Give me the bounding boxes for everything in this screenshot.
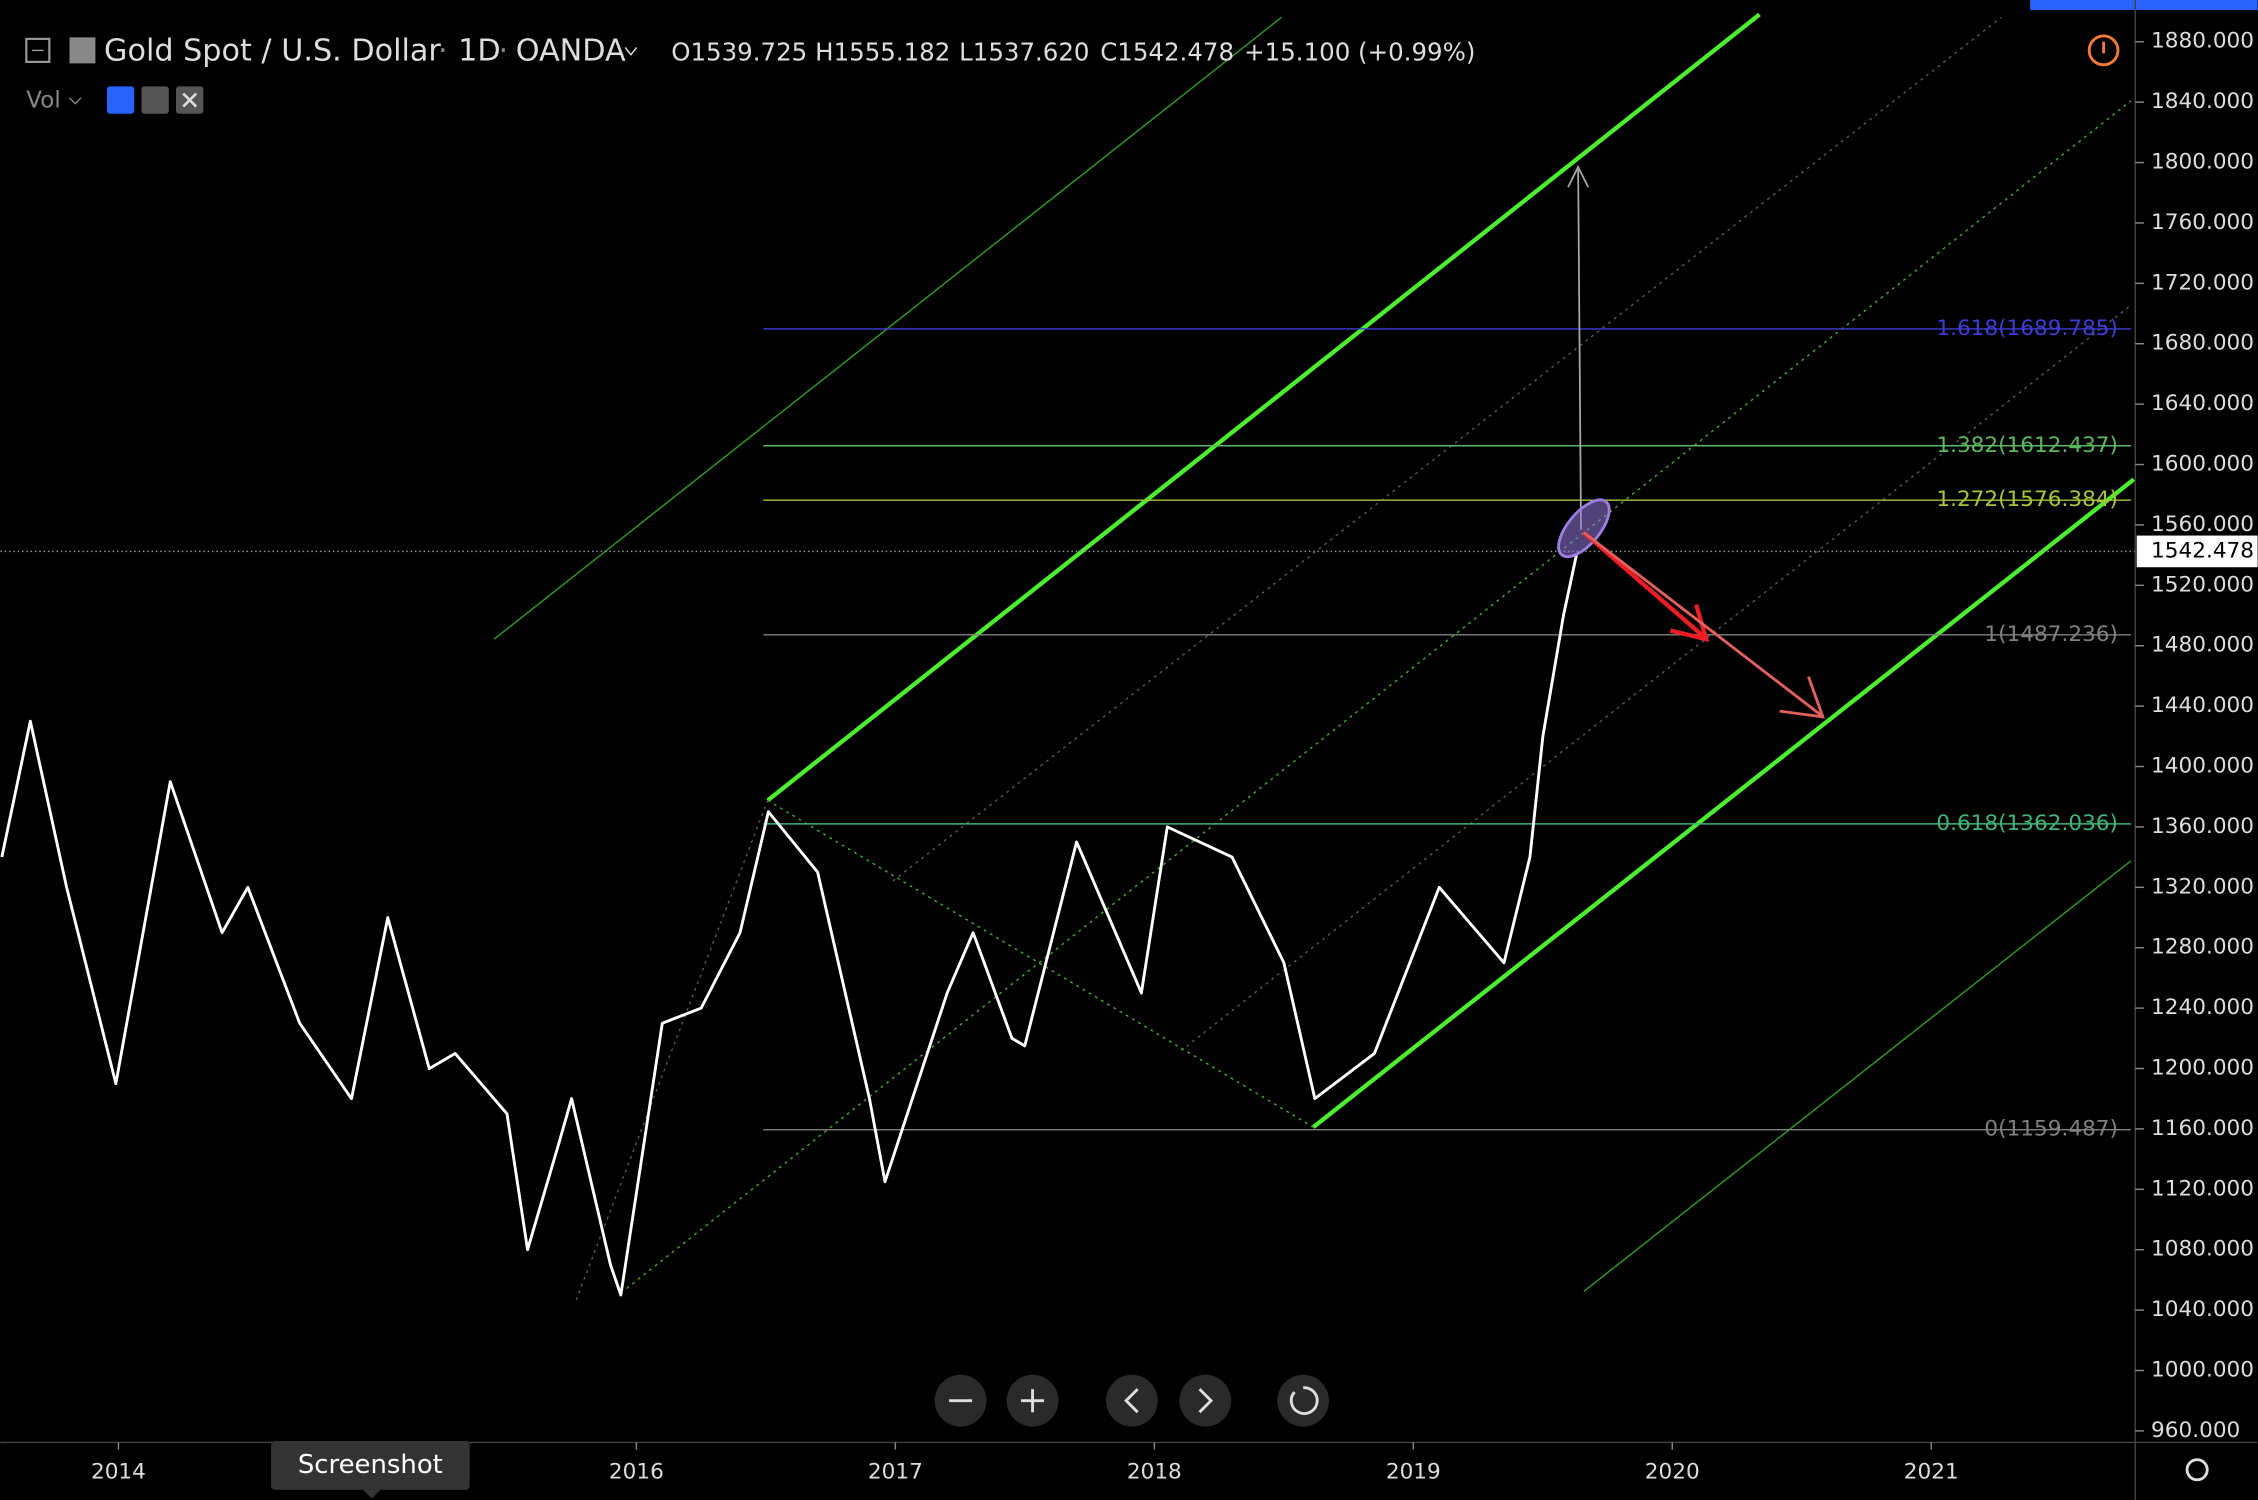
symbol-icon bbox=[69, 37, 96, 64]
red-arrow bbox=[1582, 530, 1705, 638]
y-tick-label: 1040.000 bbox=[2151, 1297, 2254, 1322]
pitchfork bbox=[493, 12, 2136, 1301]
fib-label: 0.618(1362.036) bbox=[1936, 811, 2118, 836]
y-tick-label: 1440.000 bbox=[2151, 693, 2254, 718]
pitchfork-handle bbox=[575, 800, 769, 1301]
scroll-left[interactable] bbox=[1105, 1374, 1158, 1427]
separator: · bbox=[498, 33, 508, 68]
highlight-ellipse bbox=[1557, 498, 1611, 559]
dropdown[interactable] bbox=[68, 97, 82, 105]
y-tick-label: 1120.000 bbox=[2151, 1176, 2254, 1201]
y-tick-label: 1680.000 bbox=[2151, 331, 2254, 356]
fib-label: 0(1159.487) bbox=[1984, 1117, 2118, 1142]
reset[interactable] bbox=[1277, 1374, 1330, 1427]
navigation bbox=[934, 1374, 2209, 1482]
arrow-head bbox=[1779, 676, 1826, 719]
high: H1555.182 bbox=[815, 37, 950, 66]
tooltip: Screenshot bbox=[298, 1450, 443, 1480]
scroll-left-icon bbox=[1124, 1388, 1139, 1414]
y-tick-label: 1160.000 bbox=[2151, 1116, 2254, 1141]
median-line bbox=[626, 100, 2132, 1289]
settings-gear[interactable] bbox=[2185, 1458, 2209, 1482]
y-tick-label: 1280.000 bbox=[2151, 935, 2254, 960]
legend: Gold Spot / U.S. Dollar · 1D · OANDA O15… bbox=[25, 33, 2120, 114]
channel-outer bbox=[493, 16, 1283, 640]
annotations bbox=[1557, 165, 1826, 719]
x-tick-label: 2016 bbox=[609, 1460, 664, 1485]
y-tick-label: 1400.000 bbox=[2151, 754, 2254, 779]
volume-label[interactable]: Vol bbox=[26, 87, 60, 113]
fib-label: 1(1487.236) bbox=[1984, 622, 2118, 647]
red-arrow bbox=[1583, 531, 1823, 717]
reset-icon bbox=[1289, 1386, 1319, 1416]
last-price-tag bbox=[2136, 535, 2258, 568]
top-bar bbox=[2030, 0, 2258, 11]
tooltip-pointer bbox=[363, 1489, 381, 1499]
dropdown[interactable] bbox=[624, 47, 638, 56]
y-tick-label: 960.000 bbox=[2151, 1418, 2240, 1443]
change: +15.100 (+0.99%) bbox=[1244, 37, 1475, 66]
target-arrow bbox=[1577, 169, 1582, 530]
arrow-head bbox=[1567, 165, 1589, 188]
separator: · bbox=[438, 33, 448, 68]
y-tick-label: 1640.000 bbox=[2151, 391, 2254, 416]
y-tick-label: 1800.000 bbox=[2151, 150, 2254, 175]
y-tick-label: 1600.000 bbox=[2151, 452, 2254, 477]
low: L1537.620 bbox=[959, 37, 1089, 66]
pitchfork-handle bbox=[767, 799, 1314, 1128]
y-tick-label: 1720.000 bbox=[2151, 270, 2254, 295]
y-tick-label: 1080.000 bbox=[2151, 1237, 2254, 1262]
close: C1542.478 bbox=[1100, 37, 1234, 66]
y-tick-label: 1560.000 bbox=[2151, 512, 2254, 537]
x-tick-label: 2021 bbox=[1904, 1460, 1959, 1485]
fib-label: 1.272(1576.384) bbox=[1936, 487, 2118, 512]
arrow-head bbox=[1669, 604, 1710, 643]
tooltip-box bbox=[271, 1440, 470, 1490]
channel-upper bbox=[766, 12, 1761, 803]
exchange: OANDA bbox=[516, 33, 626, 68]
y-tick-label: 1840.000 bbox=[2151, 89, 2254, 114]
price-line bbox=[0, 554, 1578, 1297]
y-tick-label: 1760.000 bbox=[2151, 210, 2254, 235]
y-tick-label: 1240.000 bbox=[2151, 995, 2254, 1020]
fib-label: 1.382(1612.437) bbox=[1936, 433, 2118, 458]
scroll-right-icon bbox=[1198, 1388, 1214, 1414]
channel-lower bbox=[1311, 477, 2136, 1129]
symbol: Gold Spot / U.S. Dollar bbox=[104, 33, 441, 68]
last-price-label: 1542.478 bbox=[2151, 538, 2254, 563]
channel-outer bbox=[1583, 860, 2132, 1292]
alert-icon[interactable] bbox=[2087, 34, 2120, 67]
y-tick-label: 1000.000 bbox=[2151, 1358, 2254, 1383]
interval[interactable]: 1D bbox=[458, 33, 501, 68]
x-tick-label: 2020 bbox=[1645, 1460, 1700, 1485]
y-tick-label: 1520.000 bbox=[2151, 572, 2254, 597]
x-tick-label: 2014 bbox=[91, 1460, 146, 1485]
x-tick-label: 2019 bbox=[1386, 1460, 1441, 1485]
scroll-right[interactable] bbox=[1179, 1374, 1232, 1427]
fib-label: 1.618(1689.785) bbox=[1936, 316, 2118, 341]
y-tick-label: 1320.000 bbox=[2151, 874, 2254, 899]
y-tick-label: 1360.000 bbox=[2151, 814, 2254, 839]
open: O1539.725 bbox=[671, 37, 807, 66]
x-tick-label: 2017 bbox=[868, 1460, 923, 1485]
zoom-in-icon bbox=[1021, 1389, 1045, 1413]
y-tick-label: 1880.000 bbox=[2151, 29, 2254, 54]
remove-icon bbox=[182, 92, 198, 108]
x-tick-label: 2018 bbox=[1127, 1460, 1182, 1485]
y-tick-label: 1200.000 bbox=[2151, 1056, 2254, 1081]
settings-button[interactable] bbox=[141, 86, 169, 114]
collapse-icon[interactable] bbox=[25, 37, 51, 63]
y-tick-label: 1480.000 bbox=[2151, 633, 2254, 658]
hide-button[interactable] bbox=[106, 86, 135, 114]
